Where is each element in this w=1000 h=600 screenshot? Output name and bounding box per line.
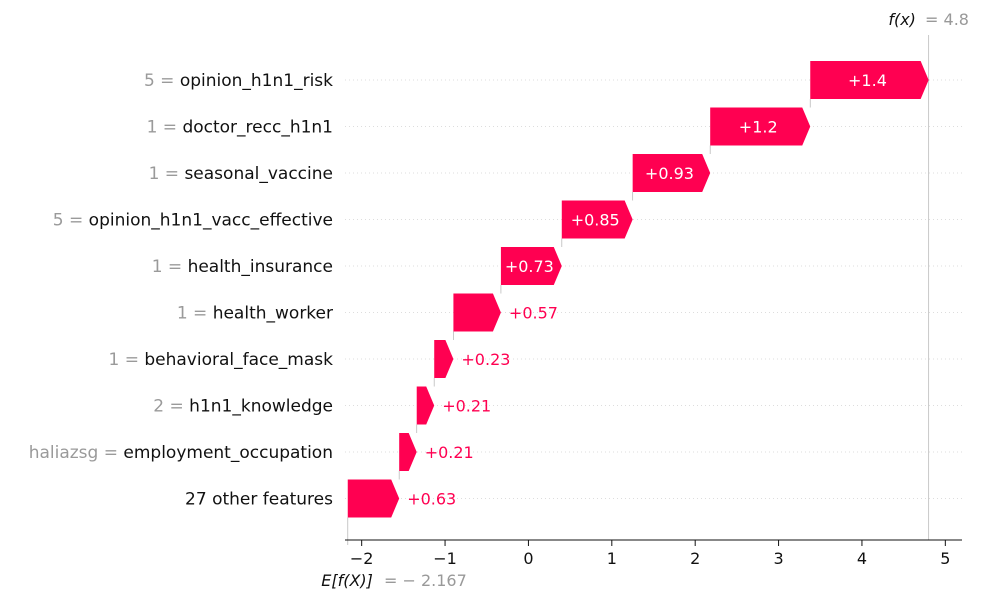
x-tick-label: 3 [773,549,783,568]
contribution-bar [416,386,435,425]
feature-value: 1 = [177,304,213,324]
feature-name: health_insurance [188,257,333,277]
feature-value: 1 = [147,118,183,138]
feature-label: 1 = health_worker [177,304,333,324]
feature-label: 1 = health_insurance [152,257,333,277]
contribution-label: +1.2 [739,118,778,137]
x-tick-label: 1 [607,549,617,568]
contribution-bar [810,61,929,99]
feature-name: opinion_h1n1_risk [180,71,333,91]
contribution-bars: +1.4 +1.2 +0.93 +0.85 +0.73 +0.57 +0.23 +0.21 +0… [347,61,929,518]
contribution-label: +0.23 [461,350,510,369]
x-tick-label: 0 [523,549,533,568]
feature-labels: 5 = opinion_h1n1_risk 1 = doctor_recc_h1n… [29,71,333,510]
contribution-bar [632,154,711,192]
feature-value: 2 = [153,397,189,417]
contribution-bar [399,433,417,471]
feature-label: 2 = h1n1_knowledge [153,397,333,417]
contribution-label: +0.73 [505,257,554,276]
feature-name: doctor_recc_h1n1 [182,118,333,138]
feature-value: 1 = [152,257,188,277]
feature-label: 1 = behavioral_face_mask [108,350,333,370]
contribution-bar [561,200,633,239]
fx-prefix: f(x) [888,10,916,29]
contribution-bar [434,340,454,378]
fx-value: = 4.8 [925,10,969,29]
x-tick-label: 4 [857,549,867,568]
contribution-bar [453,293,501,332]
feature-name: opinion_h1n1_vacc_effective [89,211,333,231]
feature-value: 1 = [108,350,144,370]
feature-label: 27 other features [185,490,333,510]
base-value: = − 2.167 [384,571,467,590]
contribution-bar [500,247,562,285]
feature-value: haliazsg = [29,443,124,463]
x-tick-label: −1 [433,549,457,568]
contribution-label: +0.93 [645,164,694,183]
feature-name: h1n1_knowledge [189,397,333,417]
x-tick-label: 5 [940,549,950,568]
feature-label: 1 = doctor_recc_h1n1 [147,118,333,138]
connector-lines [347,35,930,545]
feature-name: health_worker [213,304,333,324]
feature-value: 5 = [53,211,89,231]
base-value-annotation: E[f(X)] = − 2.167 [321,571,467,590]
contribution-label: +0.63 [407,490,456,509]
contribution-label: +1.4 [848,71,887,90]
contribution-label: +0.21 [442,397,491,416]
feature-label: 5 = opinion_h1n1_risk [144,71,333,91]
feature-label: haliazsg = employment_occupation [29,443,333,463]
base-prefix: E[f(X)] [321,571,373,590]
feature-value: 1 = [149,164,185,184]
x-axis: −2 −1 0 1 2 3 4 5 [345,539,962,568]
contribution-label: +0.57 [509,304,558,323]
contribution-label: +0.85 [571,211,620,230]
feature-name: seasonal_vaccine [184,164,333,184]
feature-label: 5 = opinion_h1n1_vacc_effective [53,211,333,231]
feature-label: 1 = seasonal_vaccine [149,164,333,184]
feature-name: behavioral_face_mask [144,350,333,370]
contribution-label: +0.21 [425,443,474,462]
x-tick-label: 2 [690,549,700,568]
feature-name: employment_occupation [123,443,333,463]
feature-value: 5 = [144,71,180,91]
fx-annotation: f(x) = 4.8 [888,10,969,29]
contribution-bar [347,479,400,518]
contribution-bar [710,107,811,146]
x-tick-label: −2 [350,549,374,568]
feature-name: 27 other features [185,490,333,510]
row-gridlines [345,79,962,499]
